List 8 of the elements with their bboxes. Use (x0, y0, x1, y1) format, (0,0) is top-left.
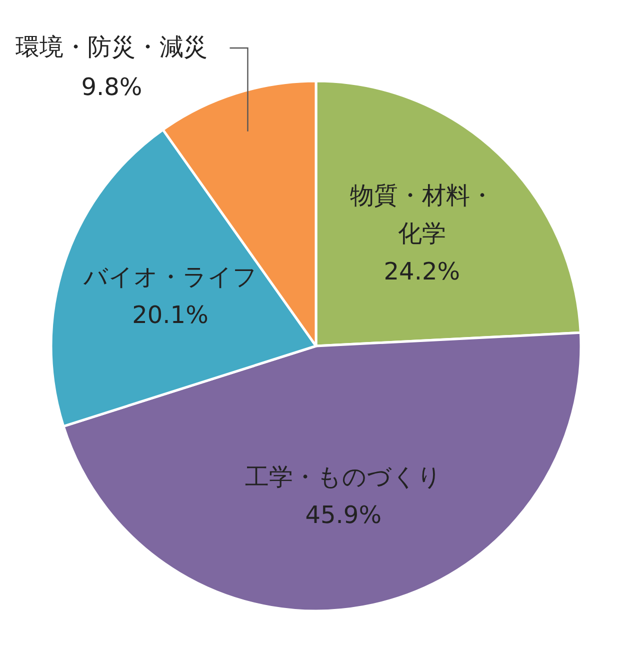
data-label: 24.2% (384, 257, 460, 286)
slice-label: 環境・防災・減災 (16, 32, 208, 61)
slice-label: 物質・材料・化学 (350, 181, 494, 248)
data-label: 9.8% (81, 72, 142, 101)
slice-label: 工学・ものづくり (244, 462, 442, 491)
data-label: 45.9% (305, 500, 382, 529)
data-label: 20.1% (132, 300, 208, 329)
slice-label: バイオ・ライフ (82, 262, 258, 291)
